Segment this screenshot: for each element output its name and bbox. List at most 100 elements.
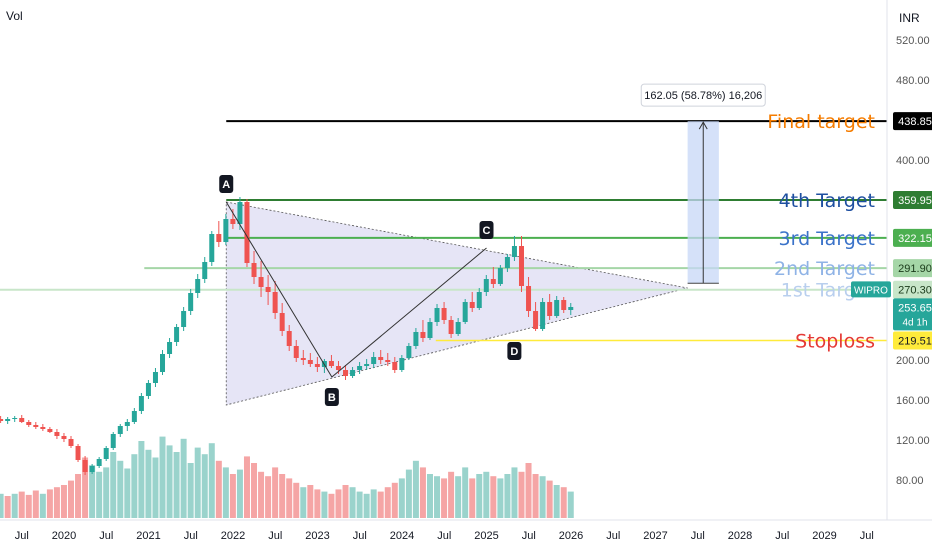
volume-bar bbox=[265, 476, 272, 518]
volume-bar bbox=[560, 487, 567, 518]
y-tick-label: 200.00 bbox=[896, 355, 930, 367]
volume-bar bbox=[532, 474, 539, 518]
volume-bar bbox=[363, 493, 370, 518]
volume-bar bbox=[229, 474, 236, 518]
volume-bar bbox=[166, 445, 173, 518]
volume-bar bbox=[384, 487, 391, 518]
candle bbox=[181, 311, 187, 327]
volume-bar bbox=[279, 474, 286, 518]
candle bbox=[540, 302, 546, 329]
candle bbox=[399, 358, 405, 370]
candle bbox=[117, 426, 123, 434]
volume-bar bbox=[286, 478, 293, 518]
x-tick-label: Jul bbox=[268, 530, 282, 542]
volume-bar bbox=[469, 478, 476, 518]
volume-bar bbox=[236, 469, 243, 518]
candle bbox=[160, 354, 166, 372]
volume-bar bbox=[243, 456, 250, 518]
volume-bar bbox=[314, 489, 321, 518]
pattern-point-marker bbox=[324, 388, 339, 406]
x-tick-label: 2020 bbox=[52, 530, 76, 542]
candle bbox=[188, 293, 194, 311]
volume-bar bbox=[11, 493, 18, 518]
time-axis: Jul 2020 Jul 2021 Jul 2022 Jul 2023 Jul 2024 Jul 20… bbox=[0, 519, 932, 542]
x-tick-label: 2027 bbox=[643, 530, 667, 542]
candles bbox=[0, 197, 574, 475]
volume-bar bbox=[441, 478, 448, 518]
candle bbox=[244, 202, 250, 263]
volume-bar bbox=[426, 474, 433, 518]
volume-bar bbox=[349, 487, 356, 518]
price-tag bbox=[893, 259, 932, 278]
candle bbox=[265, 287, 271, 292]
volume-bar bbox=[448, 471, 455, 518]
y-tick-label: 480.00 bbox=[896, 75, 930, 87]
volume-bar bbox=[117, 460, 124, 518]
volume-bar bbox=[356, 491, 363, 518]
x-tick-label: 2029 bbox=[812, 530, 836, 542]
candle bbox=[5, 419, 11, 421]
volume-bars bbox=[0, 436, 574, 518]
volume-bar bbox=[328, 493, 335, 518]
candle bbox=[328, 361, 334, 366]
candle bbox=[103, 448, 109, 459]
abc-swing-line bbox=[225, 201, 487, 378]
volume-bar bbox=[251, 463, 258, 518]
x-tick-label: 2023 bbox=[305, 530, 329, 542]
price-tag bbox=[893, 112, 932, 131]
candle bbox=[427, 322, 433, 338]
candle bbox=[371, 357, 377, 364]
volume-bar bbox=[68, 480, 75, 518]
candle bbox=[483, 279, 489, 292]
volume-bar bbox=[208, 443, 215, 518]
volume-bar bbox=[89, 465, 96, 518]
volume-bar bbox=[462, 467, 469, 518]
candle bbox=[413, 332, 419, 346]
volume-bar bbox=[215, 460, 222, 518]
volume-indicator-label[interactable]: Vol bbox=[6, 9, 23, 23]
x-tick-label: Jul bbox=[184, 530, 198, 542]
volume-bar bbox=[103, 467, 110, 518]
price-axis: 520.00 480.00 400.00 200.00 160.00 120.00 80.0… bbox=[886, 0, 930, 520]
candle bbox=[258, 277, 264, 287]
candle bbox=[33, 425, 39, 427]
candle bbox=[378, 357, 384, 360]
candle bbox=[61, 436, 67, 439]
last-price-label: 253.65 bbox=[898, 302, 932, 314]
symbol-label: WIPRO bbox=[854, 285, 888, 296]
candle bbox=[195, 279, 201, 293]
candle bbox=[357, 366, 363, 370]
volume-bar bbox=[124, 468, 131, 518]
candle bbox=[124, 422, 130, 426]
volume-bar bbox=[405, 469, 412, 518]
price-tag bbox=[893, 191, 932, 210]
x-tick-label: Jul bbox=[606, 530, 620, 542]
volume-bar bbox=[152, 457, 159, 518]
volume-bar bbox=[82, 457, 89, 518]
candle bbox=[392, 362, 398, 370]
candle bbox=[230, 219, 236, 224]
candle bbox=[300, 358, 306, 360]
candle bbox=[54, 432, 60, 436]
volume-bar bbox=[180, 438, 187, 518]
volume-bar bbox=[370, 489, 377, 518]
price-tag-label: 322.15 bbox=[898, 233, 932, 245]
volume-bar bbox=[553, 485, 560, 518]
candle bbox=[385, 360, 391, 362]
volume-bar bbox=[272, 467, 279, 518]
volume-bar bbox=[194, 447, 201, 518]
candle bbox=[19, 418, 25, 422]
volume-bar bbox=[60, 485, 67, 518]
candle bbox=[110, 434, 116, 448]
candle bbox=[138, 396, 144, 411]
x-tick-label: Jul bbox=[15, 530, 29, 542]
candle bbox=[216, 234, 222, 242]
candle bbox=[40, 427, 46, 429]
volume-bar bbox=[511, 467, 518, 518]
currency-label: INR bbox=[899, 11, 920, 25]
candle bbox=[420, 332, 426, 338]
volume-bar bbox=[539, 476, 546, 518]
candle bbox=[364, 364, 370, 366]
level-name: Final target bbox=[767, 111, 875, 133]
